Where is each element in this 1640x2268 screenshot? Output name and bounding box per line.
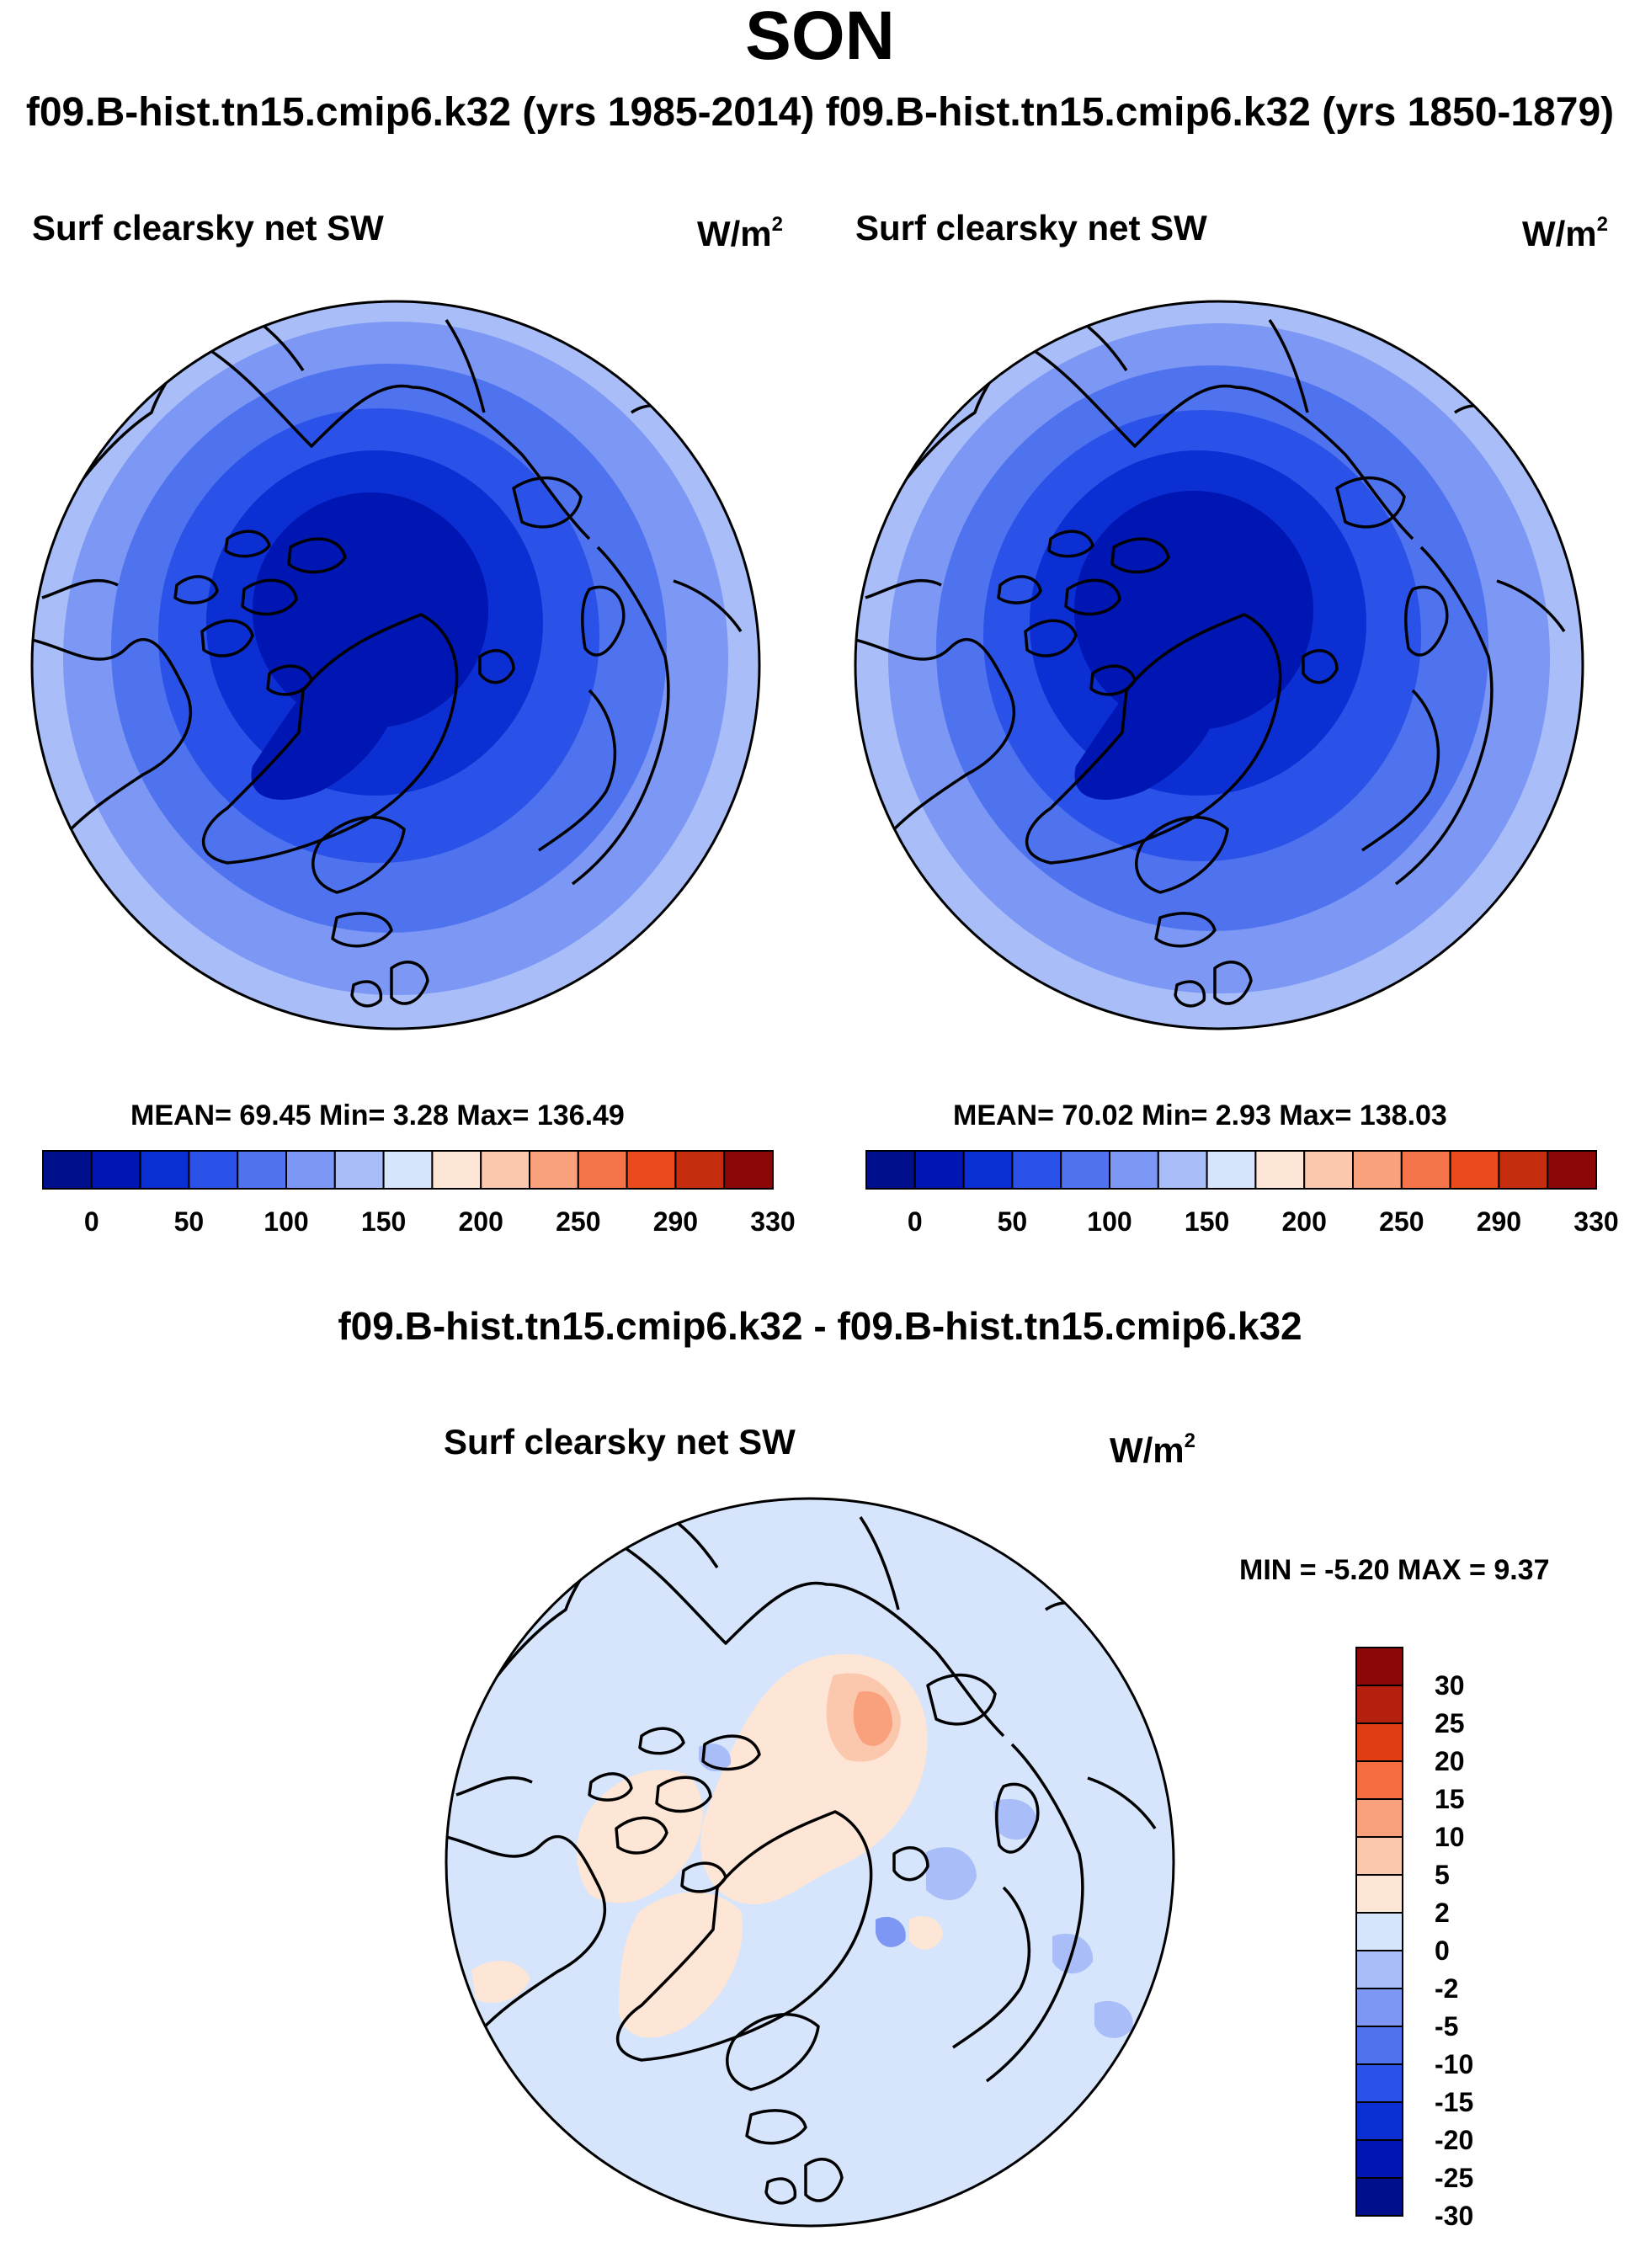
panel2-units: W/m2: [1522, 213, 1609, 253]
difference-colorbar-box: [1355, 1950, 1403, 1989]
panel2-colorbar-box: [1157, 1150, 1208, 1190]
panel3-min-max: MIN = -5.20 MAX = 9.37: [1239, 1554, 1550, 1586]
panel1-colorbar-tick-label: 330: [750, 1206, 795, 1237]
panel2-colorbar-box: [1449, 1150, 1500, 1190]
panel3-variable-title: Surf clearsky net SW: [444, 1422, 796, 1461]
panel2-colorbar-box: [1352, 1150, 1403, 1190]
panel1-colorbar-box: [188, 1150, 239, 1190]
difference-colorbar-tick-label: -2: [1435, 1973, 1458, 2004]
difference-colorbar-tick-label: -30: [1435, 2201, 1473, 2231]
difference-colorbar-box: [1355, 1798, 1403, 1838]
panel2-map-border: [854, 300, 1584, 1030]
panel1-colorbar-box: [674, 1150, 726, 1190]
panel2-colorbar-tick-label: 330: [1573, 1206, 1618, 1237]
panel1-colorbar-box: [139, 1150, 190, 1190]
difference-title: f09.B-hist.tn15.cmip6.k32 - f09.B-hist.t…: [338, 1304, 1302, 1348]
difference-colorbar-tick-label: 20: [1435, 1746, 1465, 1776]
panel2-colorbar-box: [865, 1150, 916, 1190]
panel1-colorbar-box: [626, 1150, 677, 1190]
difference-colorbar-tick-label: -20: [1435, 2125, 1473, 2155]
panel2-colorbar-box: [1206, 1150, 1257, 1190]
panel1-colorbar-tick-label: 50: [174, 1206, 205, 1237]
panel2-colorbar-tick-label: 290: [1477, 1206, 1521, 1237]
difference-colorbar-tick-label: 5: [1435, 1860, 1450, 1890]
panel2-colorbar: 0 50 100 150 200 250 290 330: [865, 1150, 1619, 1237]
panel2-colorbar-box: [1400, 1150, 1451, 1190]
difference-colorbar-tick-label: 0: [1435, 1935, 1450, 1966]
panel1-colorbar-box: [90, 1150, 141, 1190]
difference-colorbar-tick-label: 10: [1435, 1822, 1465, 1852]
panel1-colorbar-box: [382, 1150, 434, 1190]
panel1-colorbar-tick-label: 150: [361, 1206, 406, 1237]
panel2-colorbar-box: [1060, 1150, 1110, 1190]
difference-colorbar-box: [1355, 2026, 1403, 2065]
difference-colorbar-tick-label: 30: [1435, 1670, 1465, 1701]
panel2-colorbar-box: [962, 1150, 1014, 1190]
panel1-colorbar-box: [480, 1150, 531, 1190]
panel1-colorbar-tick-label: 200: [459, 1206, 503, 1237]
difference-colorbar-box: [1355, 2177, 1403, 2217]
panel1-colorbar-box: [42, 1150, 93, 1190]
panel3-difference-map: [446, 1499, 1174, 2226]
difference-colorbar-box: [1355, 1836, 1403, 1876]
panel1-colorbar-tick-label: 290: [653, 1206, 698, 1237]
difference-colorbar-box: [1355, 1988, 1403, 2027]
difference-colorbar-box: [1355, 1760, 1403, 1800]
panel2-colorbar-box: [913, 1150, 965, 1190]
panel2-colorbar-box: [1547, 1150, 1597, 1190]
difference-colorbar-box: [1355, 1912, 1403, 1951]
difference-colorbar-tick-label: 2: [1435, 1898, 1450, 1928]
difference-colorbar-box: [1355, 2063, 1403, 2103]
difference-colorbar-tick-label: -25: [1435, 2163, 1473, 2193]
panel1-map: [32, 301, 759, 1029]
panel2-colorbar-tick-label: 50: [998, 1206, 1028, 1237]
panel1-variable-title: Surf clearsky net SW: [32, 208, 384, 248]
panel2-colorbar-box: [1011, 1150, 1062, 1190]
panel2-colorbar-box: [1498, 1150, 1549, 1190]
panel2-colorbar-tick-label: 0: [908, 1206, 923, 1237]
panel1-colorbar-box: [723, 1150, 775, 1190]
panel1-colorbar-box: [577, 1150, 628, 1190]
panel1-units: W/m2: [697, 213, 784, 253]
panel2-colorbar-box: [1109, 1150, 1159, 1190]
panel1-colorbar-box: [333, 1150, 385, 1190]
panel2-colorbar-box: [1303, 1150, 1354, 1190]
difference-colorbar-tick-label: -10: [1435, 2049, 1473, 2079]
panel1-colorbar-box: [431, 1150, 482, 1190]
difference-colorbar-box: [1355, 2139, 1403, 2179]
panel1-colorbar-box: [237, 1150, 288, 1190]
panel3-units: W/m2: [1110, 1429, 1196, 1470]
panel1-colorbar: 0 50 100 150 200 250 290 330: [42, 1150, 796, 1237]
panel2-colorbar-tick-label: 150: [1185, 1206, 1229, 1237]
panel2-map: [855, 301, 1583, 1029]
panel1-stats: MEAN= 69.45 Min= 3.28 Max= 136.49: [130, 1099, 625, 1131]
difference-colorbar-tick-label: -15: [1435, 2087, 1473, 2117]
panel1-map-border: [30, 300, 761, 1030]
panel2-variable-title: Surf clearsky net SW: [855, 208, 1207, 248]
panel2-colorbar-tick-label: 100: [1087, 1206, 1131, 1237]
difference-colorbar-tick-label: -5: [1435, 2011, 1458, 2042]
panel1-colorbar-tick-label: 0: [84, 1206, 99, 1237]
panel2-colorbar-tick-label: 200: [1282, 1206, 1327, 1237]
difference-colorbar-box: [1355, 1722, 1403, 1762]
panel2-colorbar-tick-label: 250: [1379, 1206, 1424, 1237]
panel3-map-border: [445, 1497, 1175, 2228]
panel1-colorbar-tick-label: 100: [264, 1206, 308, 1237]
difference-colorbar-tick-label: 25: [1435, 1708, 1465, 1738]
cases-title: f09.B-hist.tn15.cmip6.k32 (yrs 1985-2014…: [25, 90, 1615, 135]
difference-colorbar-box: [1355, 1685, 1403, 1724]
difference-colorbar-box: [1355, 1647, 1403, 1686]
panel1-colorbar-tick-label: 250: [556, 1206, 600, 1237]
difference-colorbar-box: [1355, 2101, 1403, 2141]
difference-colorbar-box: [1355, 1874, 1403, 1914]
panel1-colorbar-box: [285, 1150, 336, 1190]
panel2-colorbar-box: [1254, 1150, 1306, 1190]
panel1-colorbar-box: [529, 1150, 579, 1190]
season-title: SON: [745, 0, 895, 74]
difference-colorbar-tick-label: 15: [1435, 1784, 1465, 1814]
panel2-stats: MEAN= 70.02 Min= 2.93 Max= 138.03: [953, 1099, 1447, 1131]
